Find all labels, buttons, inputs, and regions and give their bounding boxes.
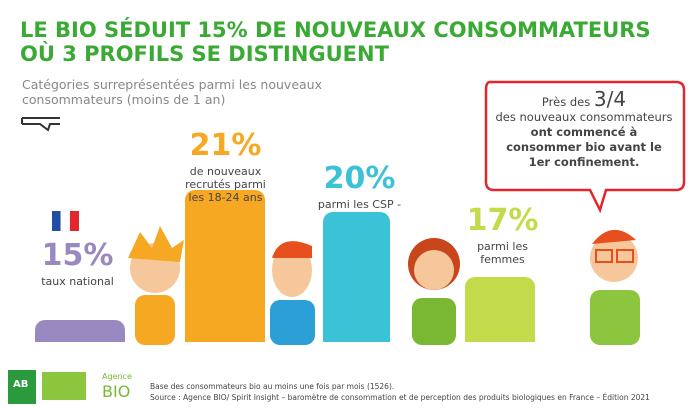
- character: [128, 226, 184, 345]
- character: [270, 241, 315, 345]
- value-label: 21%: [189, 128, 262, 163]
- value-label: 15%: [41, 238, 114, 273]
- logo-eu: [42, 372, 86, 400]
- character: [408, 238, 460, 345]
- subtitle: Catégories surreprésentées parmi les nou…: [22, 77, 322, 107]
- bar: [323, 211, 390, 342]
- annotation-text: Près des: [541, 95, 591, 109]
- annotation-text: ont commencé à consommer bio avant le 1e…: [506, 125, 662, 169]
- bubble: [484, 80, 686, 214]
- logo-text: Agence: [102, 372, 132, 381]
- category-label: taux national: [41, 275, 114, 288]
- annotation: Près des 3/4 des nouveaux consommateurs …: [490, 89, 678, 188]
- category-label: parmi les femmes: [477, 240, 528, 266]
- footnote: Base des consommateurs bio au moins une …: [150, 382, 395, 391]
- bar: [185, 189, 265, 342]
- category-label: de nouveaux recrutés parmi les 18-24 ans: [185, 165, 266, 204]
- logo-text: BIO: [102, 382, 131, 401]
- logo-ab: [8, 370, 36, 404]
- category-label: parmi les CSP -: [317, 198, 402, 211]
- value-label: 20%: [323, 161, 396, 196]
- bar: [35, 320, 125, 342]
- annotation-text: des nouveaux consommateurs: [495, 110, 673, 124]
- bar: [465, 276, 535, 342]
- flag-blue: [52, 211, 61, 231]
- speech-mark: [21, 117, 60, 132]
- footnote: Source : Agence BIO/ Spirit Insight – ba…: [150, 393, 650, 402]
- flag-red: [70, 211, 79, 231]
- annotation-number: 3/4: [593, 87, 627, 111]
- flag-white: [60, 210, 71, 232]
- character: [590, 229, 640, 345]
- logo-text: AB: [13, 379, 29, 390]
- title: LE BIO SÉDUIT 15% DE NOUVEAUX CONSOMMATE…: [20, 18, 651, 66]
- value-label: 17%: [466, 203, 539, 238]
